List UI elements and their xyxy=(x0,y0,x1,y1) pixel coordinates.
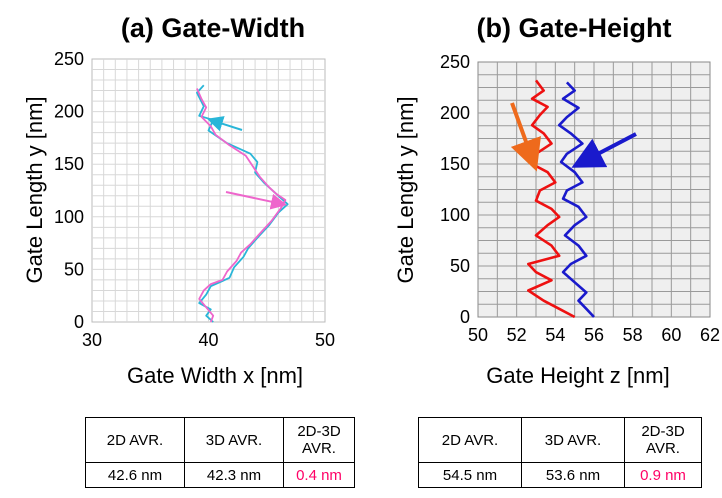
chart-gate-width: (a) Gate-Width Gate Length y [nm] Gate W… xyxy=(22,13,335,388)
table-value-2d-avr: 42.6 nm xyxy=(85,462,185,488)
table-header-diff-avr: 2D-3D AVR. xyxy=(283,417,355,463)
chart-b-ytick-label: 200 xyxy=(440,103,470,123)
chart-b-ytick-label: 100 xyxy=(440,205,470,225)
table-header-diff-avr: 2D-3D AVR. xyxy=(624,417,702,463)
chart-a-ytick-label: 50 xyxy=(64,259,84,279)
chart-b-xtick-label: 58 xyxy=(623,325,643,345)
chart-b-xlabel: Gate Height z [nm] xyxy=(486,363,669,388)
chart-a-title: (a) Gate-Width xyxy=(121,13,305,43)
chart-a-ytick-label: 250 xyxy=(54,49,84,69)
chart-a-xtick-label: 30 xyxy=(82,330,102,350)
chart-a-ytick-label: 200 xyxy=(54,102,84,122)
table-value-row: 54.5 nm 53.6 nm 0.9 nm xyxy=(418,462,702,488)
table-header-row: 2D AVR. 3D AVR. 2D-3D AVR. xyxy=(418,417,702,463)
summary-table-b: 2D AVR. 3D AVR. 2D-3D AVR. 54.5 nm 53.6 … xyxy=(418,417,702,488)
chart-a-xlabel: Gate Width x [nm] xyxy=(127,363,303,388)
chart-b-ytick-label: 50 xyxy=(450,256,470,276)
chart-b-grid xyxy=(477,61,711,318)
chart-b-ytick-label: 0 xyxy=(460,307,470,327)
table-value-diff-avr: 0.4 nm xyxy=(283,462,355,488)
table-value-row: 42.6 nm 42.3 nm 0.4 nm xyxy=(85,462,355,488)
chart-gate-height: (b) Gate-Height Gate Length y [nm] Gate … xyxy=(393,13,720,388)
chart-b-xtick-label: 56 xyxy=(584,325,604,345)
chart-a-ytick-label: 150 xyxy=(54,154,84,174)
chart-b-arrow-3d xyxy=(510,102,541,172)
chart-b-series-3d xyxy=(526,79,576,319)
chart-b-title: (b) Gate-Height xyxy=(477,13,672,43)
chart-a-arrow-2d xyxy=(207,116,243,132)
table-value-3d-avr: 42.3 nm xyxy=(184,462,284,488)
chart-b-arrow-2d xyxy=(571,132,637,168)
chart-b-xtick-label: 54 xyxy=(545,325,565,345)
chart-b-ytick-label: 150 xyxy=(440,154,470,174)
table-header-3d-avr: 3D AVR. xyxy=(521,417,625,463)
table-header-row: 2D AVR. 3D AVR. 2D-3D AVR. xyxy=(85,417,355,463)
chart-a-xtick-label: 50 xyxy=(315,330,335,350)
chart-a-ytick-label: 0 xyxy=(74,312,84,332)
chart-b-ylabel: Gate Length y [nm] xyxy=(393,96,418,283)
chart-b-xtick-label: 50 xyxy=(468,325,488,345)
chart-a-grid xyxy=(91,58,326,323)
table-header-2d-avr: 2D AVR. xyxy=(85,417,185,463)
chart-a-arrow-3d xyxy=(225,191,287,210)
summary-table-a: 2D AVR. 3D AVR. 2D-3D AVR. 42.6 nm 42.3 … xyxy=(85,417,355,488)
table-header-2d-avr: 2D AVR. xyxy=(418,417,522,463)
table-value-diff-avr: 0.9 nm xyxy=(624,462,702,488)
chart-a-ytick-label: 100 xyxy=(54,207,84,227)
table-header-3d-avr: 3D AVR. xyxy=(184,417,284,463)
table-value-2d-avr: 54.5 nm xyxy=(418,462,522,488)
chart-a-ylabel: Gate Length y [nm] xyxy=(22,96,47,283)
chart-b-xtick-label: 60 xyxy=(661,325,681,345)
chart-a-xtick-label: 40 xyxy=(198,330,218,350)
chart-b-series-2d xyxy=(557,81,595,318)
chart-b-xtick-label: 62 xyxy=(700,325,720,345)
chart-b-ytick-label: 250 xyxy=(440,52,470,72)
chart-b-xtick-label: 52 xyxy=(507,325,527,345)
table-value-3d-avr: 53.6 nm xyxy=(521,462,625,488)
